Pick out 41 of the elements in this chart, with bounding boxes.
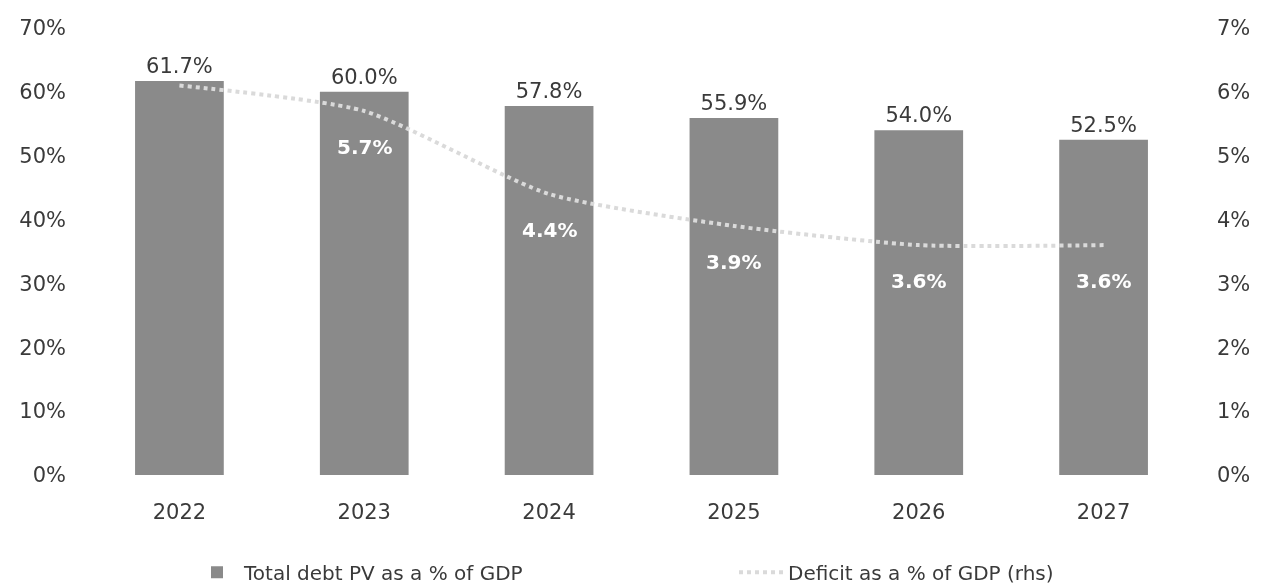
y2-tick-label: 0%	[1217, 463, 1251, 488]
x-tick-label: 2027	[1076, 500, 1131, 524]
y2-tick-label: 1%	[1217, 399, 1251, 424]
data-label: 55.9%	[700, 91, 768, 116]
y-tick-label: 30%	[19, 271, 66, 296]
bar	[135, 81, 224, 475]
data-label: 3.6%	[1076, 269, 1132, 293]
y-tick-label: 50%	[19, 144, 66, 169]
legend-label: Total debt PV as a % of GDP	[243, 560, 523, 583]
data-label: 5.7%	[337, 135, 393, 159]
data-label: 3.9%	[706, 250, 762, 274]
x-tick-label: 2023	[337, 500, 391, 524]
y-tick-label: 10%	[19, 399, 66, 424]
data-label: 57.8%	[515, 78, 583, 103]
y-tick-label: 0%	[32, 463, 66, 488]
bar	[689, 118, 779, 475]
x-tick-label: 2025	[707, 500, 761, 524]
data-label: 54.0%	[885, 103, 953, 128]
data-label: 60.0%	[330, 64, 398, 89]
x-tick-label: 2022	[152, 500, 207, 524]
y-tick-label: 40%	[19, 207, 66, 232]
data-label: 61.7%	[146, 54, 213, 78]
y2-tick-label: 2%	[1217, 335, 1251, 360]
data-label: 52.5%	[1070, 112, 1137, 137]
legend-label: Deficit as a % of GDP (rhs)	[788, 560, 1054, 583]
y2-tick-label: 6%	[1217, 80, 1251, 105]
data-label: 4.4%	[522, 218, 578, 242]
bar	[504, 105, 594, 475]
y-tick-label: 60%	[19, 80, 66, 105]
bar	[319, 91, 409, 475]
y2-tick-label: 4%	[1217, 207, 1251, 232]
y2-tick-label: 7%	[1217, 16, 1251, 41]
data-label: 3.6%	[891, 269, 947, 293]
y-tick-label: 70%	[19, 16, 66, 41]
x-tick-label: 2026	[892, 500, 946, 524]
y-tick-label: 20%	[19, 335, 66, 360]
x-tick-label: 2024	[522, 500, 576, 524]
bar	[1059, 139, 1148, 475]
y2-tick-label: 3%	[1217, 271, 1251, 296]
y2-tick-label: 5%	[1217, 144, 1251, 169]
bar	[874, 130, 964, 475]
